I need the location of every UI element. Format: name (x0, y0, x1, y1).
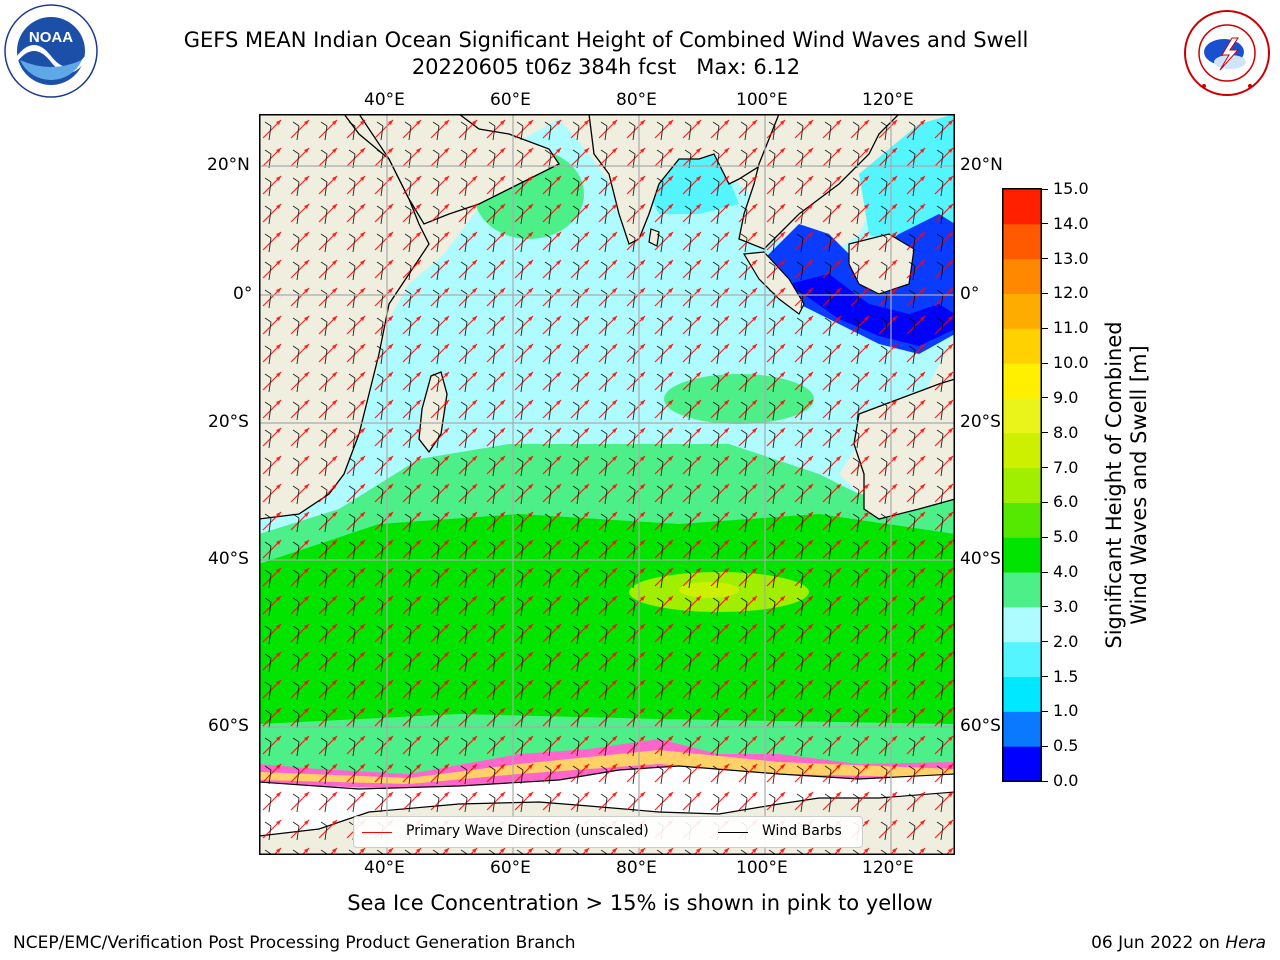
sea-ice-caption: Sea Ice Concentration > 15% is shown in … (347, 891, 933, 915)
colorbar-tick-label: 13.0 (1053, 248, 1089, 268)
colorbar-segment (1003, 711, 1041, 747)
colorbar-segment (1003, 537, 1041, 573)
colorbar-tick-mark (1042, 292, 1048, 294)
colorbar-tick-mark (1042, 501, 1048, 503)
lat-label-right: 0° (960, 284, 980, 304)
colorbar-tick-mark (1042, 641, 1048, 643)
lat-label-left: 20°N (207, 155, 250, 175)
colorbar-tick-label: 11.0 (1053, 318, 1089, 338)
wave-direction-legend-line (362, 832, 392, 833)
colorbar-tick-label: 7.0 (1053, 457, 1079, 477)
colorbar-segment (1003, 328, 1041, 364)
colorbar-segment (1003, 397, 1041, 434)
colorbar-segment (1003, 363, 1041, 399)
colorbar-tick-label: 6.0 (1053, 492, 1079, 512)
nws-logo (1184, 10, 1270, 96)
colorbar-tick-mark (1042, 188, 1048, 190)
lon-label-top: 60°E (490, 90, 531, 110)
lon-label-bottom: 60°E (490, 858, 531, 878)
colorbar-tick-label: 1.0 (1053, 701, 1079, 721)
graticule (259, 114, 955, 855)
colorbar-segment (1003, 606, 1041, 643)
wave-direction-arrows (260, 115, 954, 854)
lon-label-top: 120°E (862, 90, 914, 110)
colorbar (1002, 188, 1042, 782)
colorbar-tick-label: 15.0 (1053, 179, 1089, 198)
colorbar-tick-mark (1042, 676, 1048, 678)
lat-label-right: 20°S (960, 412, 1001, 432)
colorbar-segment (1003, 641, 1041, 678)
wind-barb-legend-label: Wind Barbs (762, 823, 842, 839)
colorbar-tick-mark (1042, 362, 1048, 364)
map-legend: Primary Wave Direction (unscaled) Wind B… (353, 816, 863, 848)
colorbar-tick-mark (1042, 606, 1048, 608)
lon-label-bottom: 40°E (364, 858, 405, 878)
chart-subtitle: 20220605 t06z 384h fcst Max: 6.12 (411, 55, 801, 79)
noaa-logo: NOAA (4, 4, 98, 98)
map-frame (259, 114, 955, 855)
footer-credit: NCEP/EMC/Verification Post Processing Pr… (13, 933, 576, 953)
colorbar-tick-label: 10.0 (1053, 353, 1089, 373)
colorbar-segment (1003, 189, 1041, 225)
wave-direction-legend-label: Primary Wave Direction (unscaled) (406, 823, 649, 839)
lat-label-left: 20°S (208, 412, 249, 432)
colorbar-label-line2: Wind Waves and Swell [m] (1127, 345, 1151, 625)
colorbar-tick-mark (1042, 327, 1048, 329)
lat-label-left: 0° (233, 284, 253, 304)
colorbar-tick-mark (1042, 571, 1048, 573)
footer-host: Hera (1225, 933, 1266, 953)
colorbar-tick-mark (1042, 467, 1048, 469)
lat-label-right: 40°S (960, 549, 1001, 569)
colorbar-frame (1002, 188, 1042, 782)
lon-label-bottom: 80°E (616, 858, 657, 878)
colorbar-segment (1003, 258, 1041, 294)
colorbar-tick-mark (1042, 258, 1048, 260)
colorbar-tick-mark (1042, 432, 1048, 434)
colorbar-segment (1003, 572, 1041, 608)
colorbar-tick-mark (1042, 397, 1048, 399)
footer-date: 06 Jun 2022 on Hera (1091, 933, 1266, 953)
lat-label-left: 40°S (208, 549, 249, 569)
colorbar-segment (1003, 223, 1041, 260)
colorbar-tick-label: 0.5 (1053, 736, 1079, 756)
footer-date-text: 06 Jun 2022 on (1091, 933, 1226, 953)
chart-title: GEFS MEAN Indian Ocean Significant Heigh… (183, 28, 1029, 52)
lon-label-top: 80°E (616, 90, 657, 110)
lon-label-bottom: 120°E (862, 858, 914, 878)
colorbar-segment (1003, 746, 1041, 782)
colorbar-tick-label: 9.0 (1053, 387, 1079, 407)
colorbar-label-line1: Significant Height of Combined (1102, 321, 1126, 649)
colorbar-tick-mark (1042, 745, 1048, 747)
colorbar-tick-label: 8.0 (1053, 422, 1079, 442)
colorbar-segment (1003, 432, 1041, 469)
colorbar-label: Significant Height of Combined Wind Wave… (1102, 285, 1152, 685)
lon-label-bottom: 100°E (736, 858, 788, 878)
colorbar-tick-mark (1042, 780, 1048, 782)
colorbar-tick-label: 2.0 (1053, 631, 1079, 651)
colorbar-tick-label: 5.0 (1053, 527, 1079, 547)
lat-label-right: 60°S (960, 716, 1001, 736)
lat-label-left: 60°S (208, 716, 249, 736)
colorbar-tick-mark (1042, 536, 1048, 538)
colorbar-segment (1003, 676, 1041, 712)
lon-label-top: 40°E (364, 90, 405, 110)
colorbar-tick-mark (1042, 223, 1048, 225)
colorbar-segment (1003, 502, 1041, 538)
colorbar-tick-label: 1.5 (1053, 666, 1079, 686)
colorbar-tick-label: 4.0 (1053, 562, 1079, 582)
wave-height-map (259, 114, 955, 855)
wind-barb-legend-line (718, 832, 748, 833)
colorbar-segment (1003, 467, 1041, 503)
colorbar-segment (1003, 293, 1041, 329)
colorbar-tick-label: 0.0 (1053, 771, 1079, 790)
lat-label-right: 20°N (960, 155, 1003, 175)
colorbar-tick-label: 14.0 (1053, 213, 1089, 233)
lon-label-top: 100°E (736, 90, 788, 110)
colorbar-tick-label: 12.0 (1053, 283, 1089, 303)
colorbar-tick-mark (1042, 710, 1048, 712)
noaa-logo-text: NOAA (29, 29, 73, 46)
colorbar-tick-label: 3.0 (1053, 596, 1079, 616)
